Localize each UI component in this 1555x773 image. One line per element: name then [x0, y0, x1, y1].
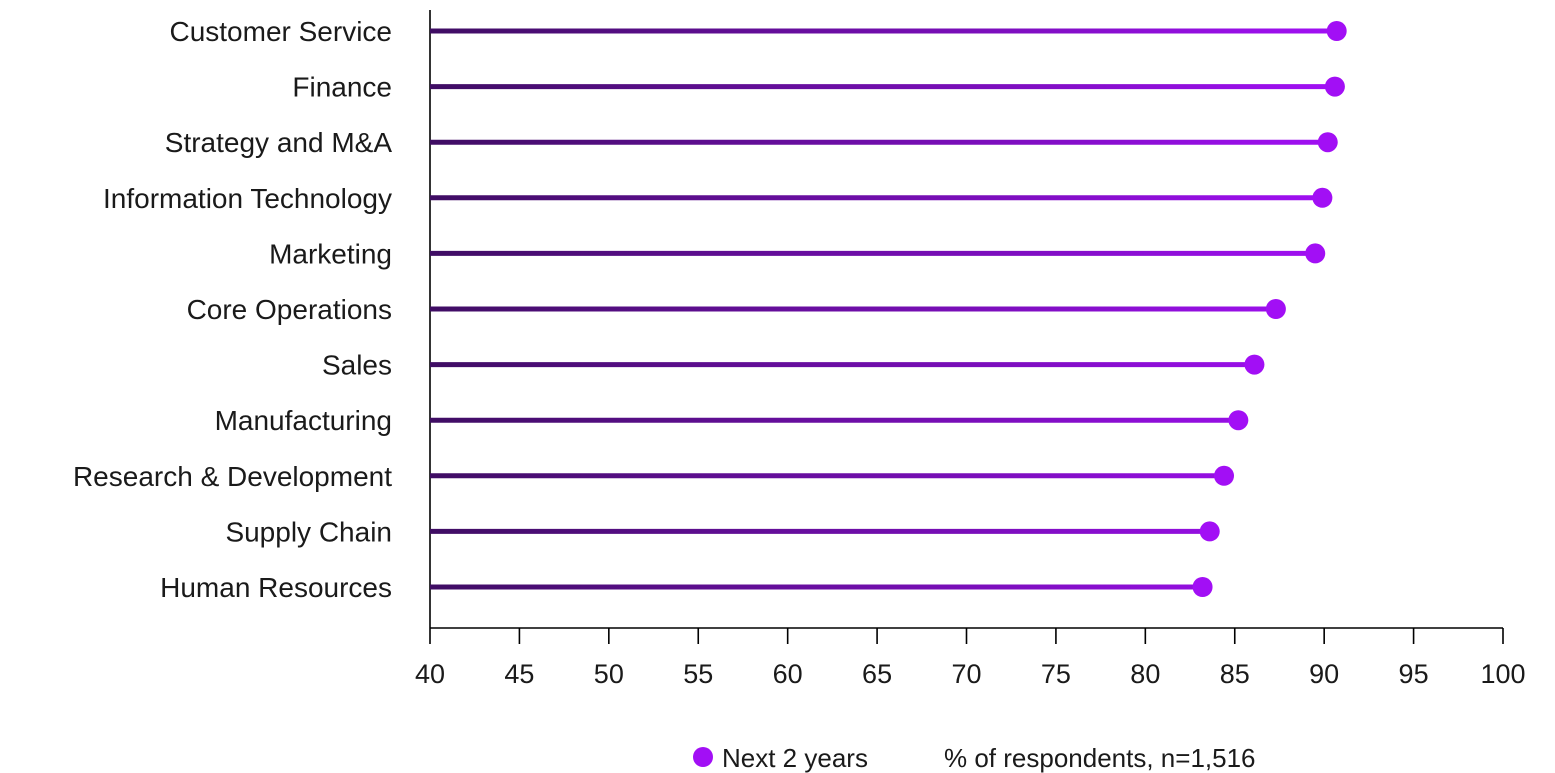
- lollipop-marker: [1312, 187, 1333, 208]
- category-label: Human Resources: [160, 572, 392, 603]
- lollipop-marker: [1192, 577, 1213, 597]
- x-tick-label: 45: [504, 659, 534, 689]
- tick-labels: 40 45 50 55 60 65 70 75 80 85 90 95 100: [415, 659, 1526, 689]
- legend: Next 2 years % of respondents, n=1,516: [693, 743, 1256, 773]
- axes: [429, 10, 1504, 644]
- legend-note: % of respondents, n=1,516: [944, 743, 1256, 773]
- markers: [1192, 21, 1347, 597]
- lollipop-marker: [1228, 410, 1249, 431]
- lollipop-marker: [1317, 132, 1338, 153]
- category-label: Core Operations: [187, 294, 392, 325]
- x-tick-label: 60: [773, 659, 803, 689]
- legend-marker: [693, 747, 713, 767]
- lollipop-marker: [1199, 521, 1220, 542]
- x-tick-label: 55: [683, 659, 713, 689]
- category-label: Customer Service: [169, 16, 392, 47]
- legend-series-label: Next 2 years: [722, 743, 868, 773]
- x-tick-label: 95: [1399, 659, 1429, 689]
- category-label: Manufacturing: [215, 405, 392, 436]
- category-labels: Customer Service Finance Strategy and M&A I…: [73, 16, 392, 603]
- lollipop-marker: [1324, 76, 1345, 97]
- category-label: Research & Development: [73, 461, 392, 492]
- x-tick-label: 50: [594, 659, 624, 689]
- category-label: Marketing: [269, 238, 392, 269]
- x-tick-label: 40: [415, 659, 445, 689]
- lollipop-marker: [1214, 465, 1235, 486]
- x-tick-label: 90: [1309, 659, 1339, 689]
- lollipop-marker: [1305, 243, 1326, 264]
- x-tick-label: 70: [951, 659, 981, 689]
- category-label: Finance: [292, 72, 392, 103]
- category-label: Strategy and M&A: [165, 127, 393, 158]
- category-label: Sales: [322, 350, 392, 381]
- category-label: Information Technology: [103, 183, 392, 214]
- x-tick-label: 100: [1480, 659, 1525, 689]
- stems: [430, 28, 1337, 590]
- x-tick-label: 85: [1220, 659, 1250, 689]
- x-tick-label: 75: [1041, 659, 1071, 689]
- lollipop-marker: [1265, 299, 1286, 319]
- x-tick-label: 65: [862, 659, 892, 689]
- lollipop-marker: [1244, 354, 1265, 375]
- category-label: Supply Chain: [225, 516, 392, 547]
- x-tick-label: 80: [1130, 659, 1160, 689]
- lollipop-marker: [1326, 21, 1347, 41]
